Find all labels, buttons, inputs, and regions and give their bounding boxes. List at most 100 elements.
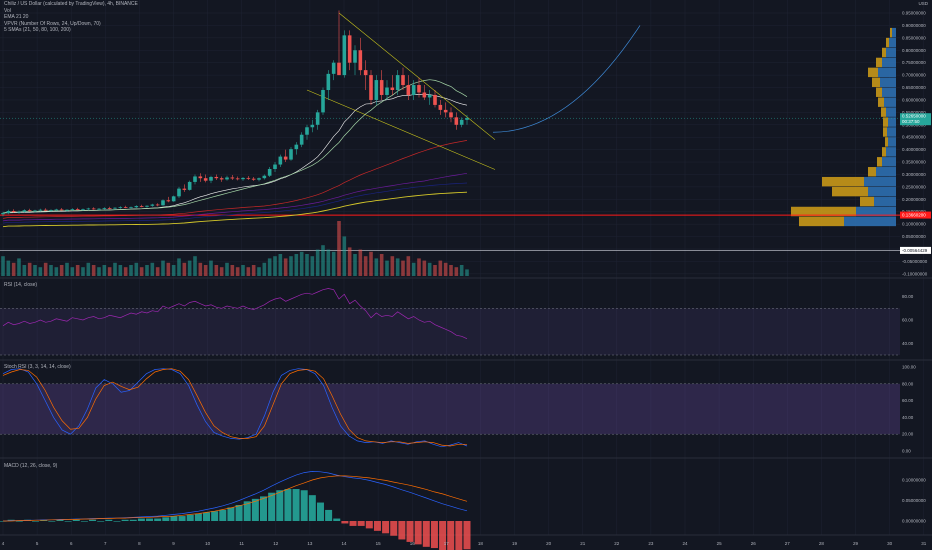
candle-body bbox=[358, 50, 363, 71]
volume-bar bbox=[193, 256, 197, 276]
macd-histogram-bar bbox=[276, 490, 284, 521]
volume-bar bbox=[395, 258, 400, 276]
indicator-panes bbox=[0, 288, 900, 550]
candle-body bbox=[38, 209, 43, 211]
volume-bar bbox=[11, 262, 16, 276]
candle-body bbox=[150, 204, 155, 206]
vpvr-down-bar bbox=[883, 117, 888, 127]
volume-bar bbox=[251, 265, 256, 276]
time-axis-label: 14 bbox=[341, 541, 347, 546]
vpvr-down-bar bbox=[883, 127, 887, 137]
candle-body bbox=[443, 109, 448, 113]
macd-histogram-bar bbox=[97, 521, 105, 522]
volume-bar bbox=[203, 265, 208, 276]
macd-histogram-bar bbox=[259, 496, 267, 521]
candle-body bbox=[97, 208, 101, 210]
time-axis-label: 5 bbox=[36, 541, 39, 546]
price-tick-label: 0.90000000 bbox=[902, 23, 926, 28]
vpvr-up-bar bbox=[864, 176, 896, 187]
volume-bar bbox=[54, 267, 59, 276]
macd-histogram-bar bbox=[365, 521, 373, 529]
volume-bar bbox=[107, 267, 112, 276]
macd-histogram-bar bbox=[64, 521, 72, 522]
candle-body bbox=[70, 209, 75, 210]
volume-bar bbox=[433, 265, 437, 276]
volume-bar bbox=[331, 251, 336, 276]
candle-body bbox=[102, 208, 107, 209]
volume-bar bbox=[33, 265, 37, 276]
price-tick-label: 0.10000000 bbox=[902, 222, 926, 227]
sma-50-line bbox=[2, 140, 468, 219]
indicator-ema[interactable]: EMA 21 20 bbox=[4, 14, 29, 21]
candle-body bbox=[177, 188, 181, 197]
macd-histogram-bar bbox=[325, 509, 333, 521]
candle-body bbox=[422, 92, 427, 98]
candle-body bbox=[257, 178, 261, 180]
volume-bar bbox=[278, 254, 283, 276]
chart-legend: Chiliz / US Dollar (calculated by Tradin… bbox=[4, 1, 138, 34]
macd-histogram-bar bbox=[251, 498, 259, 521]
volume-bar bbox=[379, 254, 384, 276]
macd-tick-label: 0.05000000 bbox=[902, 498, 926, 503]
price-tick-label: 0.70000000 bbox=[902, 73, 926, 78]
macd-histogram-bar bbox=[341, 521, 349, 524]
macd-histogram-bar bbox=[80, 521, 88, 522]
vpvr-down-bar bbox=[872, 77, 880, 88]
macd-histogram-bar bbox=[211, 511, 219, 521]
indicator-vol[interactable]: Vol bbox=[4, 7, 11, 14]
volume-bar bbox=[443, 262, 448, 276]
volume-bar bbox=[294, 254, 299, 276]
candle-body bbox=[427, 94, 432, 98]
macd-histogram-bar bbox=[113, 521, 121, 522]
price-tick-label: 0.30000000 bbox=[902, 172, 926, 177]
time-axis-label: 27 bbox=[785, 541, 791, 546]
volume-bar bbox=[257, 267, 261, 276]
indicator-vpvr[interactable]: VPVR (Number Of Rows, 24, Up/Down, 70) bbox=[4, 20, 101, 27]
stoch-rsi-label[interactable]: Stoch RSI (3, 3, 14, 14, close) bbox=[4, 364, 71, 370]
volume-bar bbox=[353, 254, 357, 276]
sma-80-line bbox=[2, 172, 468, 222]
macd-histogram-bar bbox=[406, 521, 414, 542]
candle-body bbox=[305, 127, 309, 135]
indicator-smas[interactable]: 5 SMAs (21, 50, 80, 100, 200) bbox=[4, 27, 71, 34]
time-axis-label: 11 bbox=[239, 541, 244, 546]
candle-body bbox=[278, 156, 283, 165]
macd-histogram-bar bbox=[373, 521, 381, 531]
volume-bar bbox=[310, 256, 315, 276]
macd-histogram-bar bbox=[243, 501, 251, 521]
candle-body bbox=[374, 80, 379, 100]
candle-body bbox=[22, 210, 27, 212]
reference-price-tag bbox=[900, 246, 931, 254]
candle-body bbox=[433, 94, 437, 105]
volume-bar bbox=[230, 265, 235, 276]
macd-histogram-bar bbox=[316, 502, 324, 521]
candle-body bbox=[161, 200, 165, 206]
vpvr-up-bar bbox=[884, 97, 896, 107]
candle-body bbox=[6, 210, 11, 213]
candle-body bbox=[230, 177, 235, 179]
sma-200-line bbox=[2, 191, 468, 228]
vpvr-down-bar bbox=[886, 37, 889, 48]
macd-histogram-bar bbox=[422, 521, 430, 547]
vpvr-down-bar bbox=[860, 196, 874, 207]
symbol-title[interactable]: Chiliz / US Dollar (calculated by Tradin… bbox=[4, 1, 138, 7]
volume-bar bbox=[86, 262, 91, 276]
vpvr-down-bar bbox=[876, 87, 882, 97]
volume-bar bbox=[347, 247, 352, 276]
macd-label[interactable]: MACD (12, 26, close, 9) bbox=[4, 463, 58, 469]
candle-body bbox=[385, 87, 389, 95]
time-axis-label: 24 bbox=[682, 541, 688, 546]
candle-body bbox=[438, 104, 443, 110]
price-tick-label: 0.60000000 bbox=[902, 97, 926, 102]
macd-tick-label: 0.10000000 bbox=[902, 478, 926, 483]
volume-bar bbox=[27, 262, 32, 276]
volume-bar bbox=[171, 265, 176, 276]
volume-bar bbox=[219, 267, 224, 276]
candle-body bbox=[353, 50, 357, 63]
candle-body bbox=[459, 119, 464, 125]
candle-body bbox=[331, 62, 336, 74]
candle-body bbox=[91, 208, 96, 210]
rsi-label[interactable]: RSI (14, close) bbox=[4, 282, 38, 288]
vpvr-up-bar bbox=[886, 147, 896, 157]
